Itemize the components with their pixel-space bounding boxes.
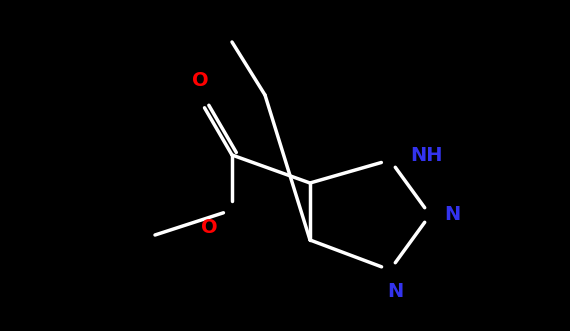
Text: N: N [444, 206, 460, 224]
Text: NH: NH [410, 146, 442, 165]
Text: N: N [387, 282, 403, 301]
Text: O: O [192, 71, 208, 90]
Text: O: O [201, 218, 218, 237]
